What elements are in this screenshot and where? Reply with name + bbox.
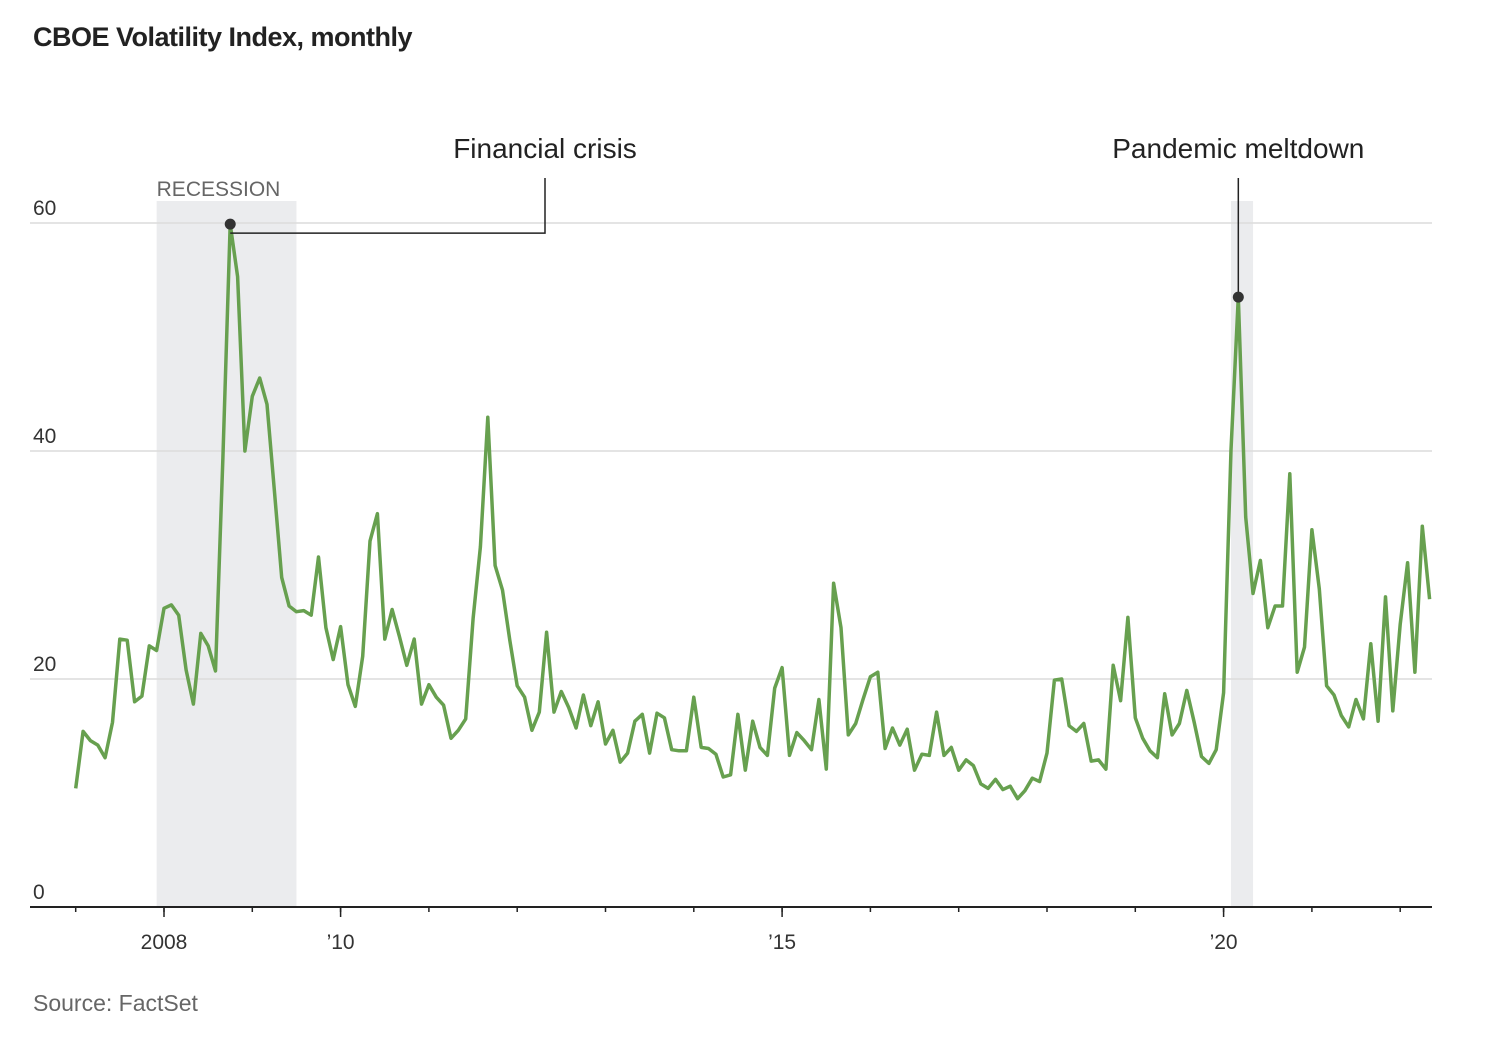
chart-title: CBOE Volatility Index, monthly [33, 22, 413, 52]
annotation-dot [224, 218, 236, 230]
vix-series-line [73, 222, 1432, 801]
annotation-pandemic-meltdown: Pandemic meltdown [1112, 133, 1364, 164]
annotation-leader-line [230, 178, 546, 234]
y-tick-label: 0 [33, 881, 45, 904]
annotation-dot [1232, 291, 1244, 303]
y-tick-label: 20 [33, 653, 56, 676]
recession-label: RECESSION [157, 178, 281, 201]
y-tick-label: 40 [33, 425, 56, 448]
x-tick-label: 2008 [141, 931, 188, 954]
x-tick-label: ’20 [1210, 931, 1238, 954]
source-note: Source: FactSet [33, 990, 198, 1016]
x-tick-label: ’15 [768, 931, 796, 954]
annotation-financial-crisis: Financial crisis [453, 133, 637, 164]
y-tick-label: 60 [33, 197, 56, 220]
x-tick-label: ’10 [327, 931, 355, 954]
recession-band [1230, 201, 1254, 907]
